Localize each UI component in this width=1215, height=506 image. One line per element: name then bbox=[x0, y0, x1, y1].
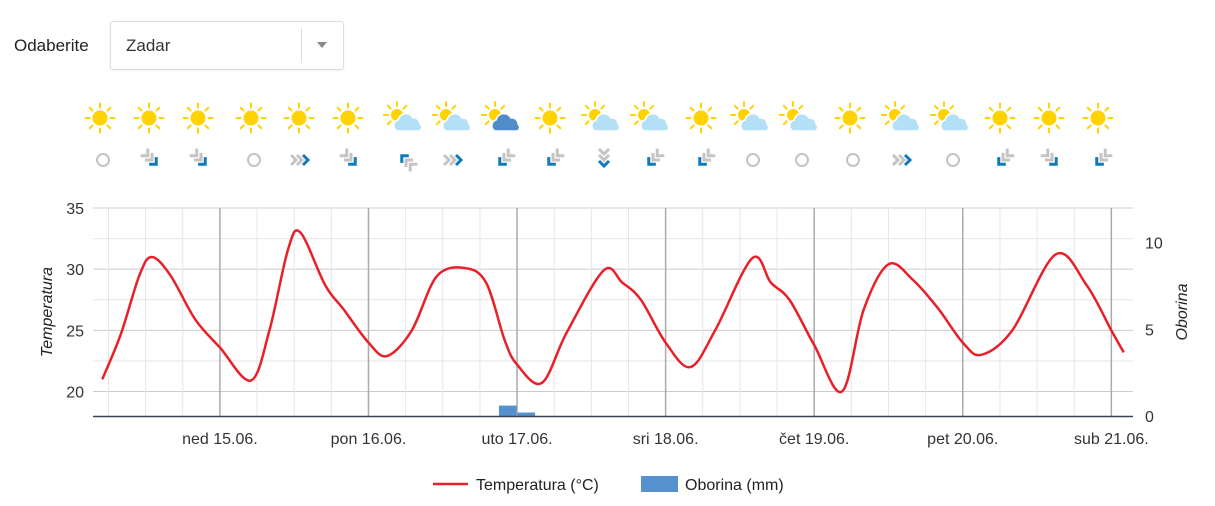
y-axis-right-ticks: 0 5 10 bbox=[1145, 236, 1163, 426]
wind-calm-icon bbox=[96, 153, 110, 167]
sun-icon bbox=[534, 102, 566, 134]
x-tick-label: sri 18.06. bbox=[633, 431, 699, 448]
sun-icon bbox=[332, 102, 364, 134]
precipitation-bar bbox=[498, 405, 517, 416]
x-tick-label: sub 21.06. bbox=[1074, 431, 1149, 448]
wind-direction-se-icon bbox=[1040, 148, 1058, 166]
partly-cloudy-dark-icon bbox=[481, 101, 521, 132]
partly-cloudy-icon bbox=[779, 101, 819, 132]
partly-cloudy-icon bbox=[383, 101, 423, 132]
wind-direction-se-icon bbox=[339, 148, 357, 166]
sun-icon bbox=[235, 102, 267, 134]
legend-item-temperature[interactable]: Temperatura (°C) bbox=[433, 477, 599, 494]
wind-direction-sw-icon bbox=[698, 148, 716, 166]
y-right-tick-label: 0 bbox=[1145, 409, 1154, 426]
y-left-tick-label: 35 bbox=[66, 201, 84, 218]
sun-icon bbox=[984, 102, 1016, 134]
sun-icon bbox=[685, 102, 717, 134]
wind-direction-sw-icon bbox=[1095, 148, 1113, 166]
x-tick-label: pet 20.06. bbox=[927, 431, 998, 448]
sun-icon bbox=[1082, 102, 1114, 134]
wind-calm-icon bbox=[795, 153, 809, 167]
y-left-tick-label: 20 bbox=[66, 385, 84, 402]
location-select[interactable]: Zadar bbox=[110, 21, 344, 70]
wind-calm-icon bbox=[247, 153, 261, 167]
x-tick-label: uto 17.06. bbox=[481, 431, 552, 448]
y-right-tick-label: 10 bbox=[1145, 236, 1163, 253]
partly-cloudy-icon bbox=[432, 101, 472, 132]
chevron-down-icon[interactable] bbox=[317, 42, 327, 48]
partly-cloudy-icon bbox=[881, 101, 921, 132]
wind-direction-sw-icon bbox=[647, 148, 665, 166]
y-left-tick-label: 25 bbox=[66, 323, 84, 340]
partly-cloudy-icon bbox=[730, 101, 770, 132]
wind-calm-icon bbox=[846, 153, 860, 167]
location-label: Odaberite bbox=[14, 36, 89, 55]
sun-icon bbox=[182, 102, 214, 134]
x-tick-label: ned 15.06. bbox=[182, 431, 258, 448]
forecast-icons-row bbox=[84, 101, 1114, 172]
chart-grid bbox=[93, 207, 1133, 416]
wind-calm-icon bbox=[946, 153, 960, 167]
sun-icon bbox=[283, 102, 315, 134]
x-axis-ticks: ned 15.06. pon 16.06. uto 17.06. sri 18.06.… bbox=[182, 431, 1149, 448]
temperature-series-line bbox=[101, 229, 1125, 394]
y-right-tick-label: 5 bbox=[1145, 322, 1154, 339]
sun-icon bbox=[84, 102, 116, 134]
legend[interactable]: Temperatura (°C) Oborina (mm) bbox=[433, 476, 784, 494]
select-divider bbox=[301, 28, 302, 63]
precipitation-series bbox=[498, 405, 536, 416]
wind-direction-se-icon bbox=[189, 148, 207, 166]
y-left-tick-label: 30 bbox=[66, 262, 84, 279]
wind-direction-s-icon bbox=[597, 147, 611, 169]
sun-icon bbox=[834, 102, 866, 134]
wind-direction-e-icon bbox=[289, 153, 311, 167]
legend-label-precipitation: Oborina (mm) bbox=[685, 477, 784, 494]
location-select-value: Zadar bbox=[126, 36, 171, 55]
sun-icon bbox=[133, 102, 165, 134]
wind-direction-sw-icon bbox=[498, 148, 516, 166]
y-axis-left-title: Temperatura bbox=[39, 267, 56, 357]
sun-icon bbox=[1033, 102, 1065, 134]
y-axis-right-title: Oborina bbox=[1174, 283, 1191, 340]
wind-direction-sw-icon bbox=[997, 148, 1015, 166]
wind-calm-icon bbox=[746, 153, 760, 167]
y-axis-left-ticks: 20 25 30 35 bbox=[66, 201, 84, 402]
x-tick-label: pon 16.06. bbox=[331, 431, 407, 448]
wind-direction-se-icon bbox=[140, 148, 158, 166]
wind-direction-nw-icon bbox=[400, 154, 418, 172]
legend-bar-swatch bbox=[641, 476, 678, 492]
partly-cloudy-icon bbox=[581, 101, 621, 132]
wind-direction-e-icon bbox=[891, 153, 913, 167]
precipitation-bar bbox=[517, 412, 536, 416]
partly-cloudy-icon bbox=[630, 101, 670, 132]
legend-item-precipitation[interactable]: Oborina (mm) bbox=[641, 476, 784, 494]
partly-cloudy-icon bbox=[930, 101, 970, 132]
wind-direction-e-icon bbox=[442, 153, 464, 167]
x-tick-label: čet 19.06. bbox=[779, 431, 849, 448]
wind-direction-sw-icon bbox=[547, 148, 565, 166]
legend-label-temperature: Temperatura (°C) bbox=[476, 477, 599, 494]
